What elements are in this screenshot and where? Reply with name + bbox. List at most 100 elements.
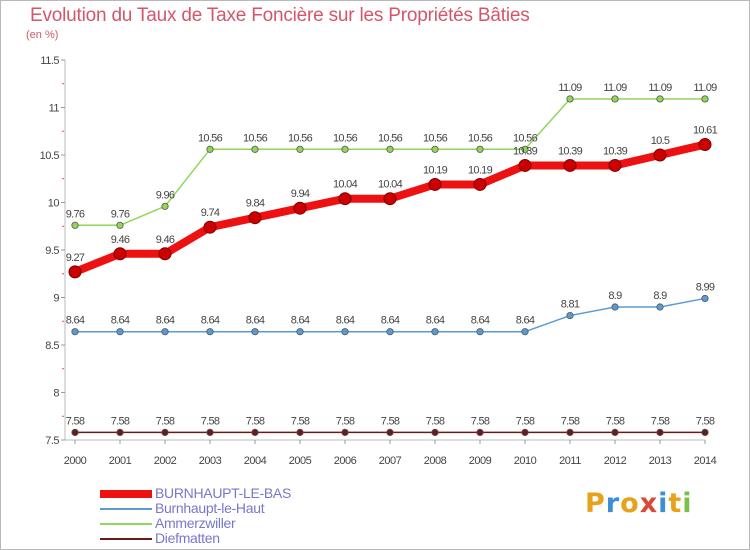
- data-point: [566, 311, 574, 320]
- legend-label: BURNHAUPT-LE-BAS: [155, 485, 292, 501]
- x-tick-label: 2012: [604, 455, 627, 467]
- data-label: 9.27: [66, 252, 85, 264]
- data-label: 8.64: [336, 315, 355, 327]
- data-label: 8.9: [608, 290, 622, 302]
- x-tick-label: 2011: [559, 455, 581, 467]
- x-tick-label: 2004: [244, 455, 267, 467]
- data-label: 8.64: [471, 315, 490, 327]
- data-label: 10.56: [378, 132, 403, 144]
- data-point: [206, 428, 214, 436]
- data-label: 8.64: [516, 315, 535, 327]
- data-label: 8.81: [561, 299, 580, 311]
- data-label: 9.74: [201, 207, 220, 219]
- y-tick-label: 11.5: [40, 55, 59, 67]
- legend-label: Diefmatten: [155, 530, 220, 546]
- legend-swatch: [100, 508, 152, 510]
- data-label: 7.58: [111, 415, 130, 427]
- data-label: 7.58: [426, 415, 445, 427]
- y-tick-label: 8.5: [45, 340, 59, 352]
- y-tick-label: 9: [53, 293, 59, 305]
- data-label: 10.56: [243, 132, 268, 144]
- data-point: [206, 328, 214, 336]
- data-point: [338, 192, 352, 206]
- data-point: [116, 328, 124, 336]
- data-point: [611, 303, 619, 311]
- data-label: 7.58: [156, 415, 175, 427]
- legend-swatch: [100, 523, 152, 525]
- y-tick-label: 11: [49, 103, 60, 115]
- data-point: [476, 145, 484, 153]
- data-point: [116, 221, 124, 229]
- data-point: [698, 138, 712, 152]
- data-label: 7.58: [66, 415, 85, 427]
- data-point: [386, 145, 394, 153]
- logo-letter: i: [658, 488, 669, 519]
- data-label: 10.56: [513, 132, 538, 144]
- data-point: [566, 95, 574, 103]
- data-point: [701, 95, 709, 103]
- data-label: 10.61: [693, 125, 718, 137]
- data-point: [203, 220, 217, 234]
- data-point: [386, 328, 394, 336]
- data-point: [341, 328, 349, 336]
- data-label: 7.58: [651, 415, 670, 427]
- logo-letter: t: [668, 488, 683, 519]
- legend-label: Ammerzwiller: [155, 515, 236, 531]
- data-point: [161, 202, 169, 210]
- x-tick-label: 2005: [289, 455, 312, 467]
- data-label: 8.64: [246, 315, 265, 327]
- data-label: 10.39: [558, 145, 583, 157]
- data-point: [158, 247, 172, 261]
- data-point: [296, 428, 304, 436]
- data-point: [386, 428, 394, 436]
- data-point: [608, 158, 622, 172]
- y-tick-label: 10: [48, 198, 60, 210]
- data-label: 10.56: [468, 132, 493, 144]
- data-point: [476, 428, 484, 436]
- logo-letter: x: [639, 488, 659, 519]
- data-label: 8.99: [696, 281, 715, 293]
- x-tick-label: 2009: [469, 455, 492, 467]
- data-label: 9.94: [291, 188, 310, 200]
- x-tick-label: 2010: [514, 455, 537, 467]
- proxiti-logo: Proxiti: [585, 488, 693, 519]
- data-point: [701, 428, 709, 436]
- data-point: [113, 247, 127, 261]
- data-point: [656, 95, 664, 103]
- logo-letter: o: [620, 488, 640, 519]
- data-point: [206, 145, 214, 153]
- data-label: 10.56: [198, 132, 223, 144]
- data-label: 7.58: [606, 415, 625, 427]
- data-point: [611, 428, 619, 436]
- x-tick-label: 2014: [694, 455, 717, 467]
- data-label: 10.39: [513, 145, 538, 157]
- data-point: [293, 201, 307, 215]
- data-point: [383, 192, 397, 206]
- data-point: [341, 428, 349, 436]
- x-tick-label: 2001: [109, 455, 132, 467]
- data-point: [521, 328, 529, 336]
- data-label: 8.64: [156, 315, 175, 327]
- y-tick-label: 7.5: [45, 435, 59, 447]
- data-point: [431, 428, 439, 436]
- data-point: [701, 294, 709, 303]
- data-point: [521, 428, 529, 436]
- data-point: [71, 221, 79, 229]
- legend-swatch: [100, 490, 152, 498]
- data-point: [248, 211, 262, 225]
- data-point: [161, 328, 169, 336]
- x-tick-label: 2013: [649, 455, 672, 467]
- data-label: 10.04: [378, 179, 403, 191]
- data-label: 9.96: [156, 189, 175, 201]
- data-point: [431, 328, 439, 336]
- data-point: [476, 328, 484, 336]
- x-tick-label: 2007: [379, 455, 402, 467]
- x-tick-label: 2008: [424, 455, 447, 467]
- data-label: 8.64: [291, 315, 310, 327]
- data-label: 7.58: [516, 415, 535, 427]
- data-label: 10.5: [651, 135, 670, 147]
- data-label: 11.09: [648, 82, 672, 94]
- data-label: 11.09: [693, 82, 717, 94]
- data-point: [656, 428, 664, 436]
